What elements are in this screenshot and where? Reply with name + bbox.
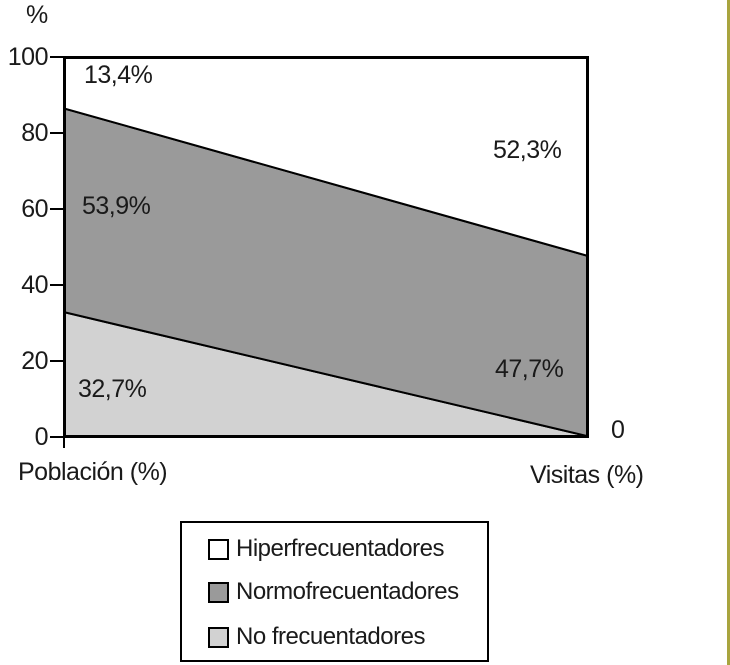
- legend-label-no-frecuentadores: No frecuentadores: [236, 623, 425, 650]
- y-tick-label-0: 0: [34, 423, 49, 451]
- legend-item-hiperfrecuentadores: Hiperfrecuentadores: [208, 536, 444, 562]
- y-axis-unit-label: %: [26, 1, 48, 29]
- value-label-no-frecuentadores-visitas: 0: [611, 416, 625, 444]
- legend-swatch-no-frecuentadores-icon: [208, 626, 229, 648]
- legend-label-hiperfrecuentadores: Hiperfrecuentadores: [236, 535, 444, 562]
- y-tick-mark: [50, 436, 64, 438]
- value-label-no-frecuentadores-poblacion: 32,7%: [78, 375, 147, 403]
- y-tick-mark: [50, 208, 64, 210]
- y-tick-mark: [50, 132, 64, 134]
- x-axis-label-poblacion: Población (%): [18, 458, 168, 486]
- area-plot: [65, 58, 587, 436]
- y-tick-label-40: 40: [21, 271, 48, 299]
- plot-area: [63, 56, 589, 438]
- legend-item-normofrecuentadores: Normofrecuentadores: [208, 579, 459, 605]
- y-tick-label-80: 80: [21, 119, 48, 147]
- legend-swatch-hiperfrecuentadores-icon: [208, 538, 229, 560]
- value-label-hiperfrecuentadores-visitas: 52,3%: [493, 136, 562, 164]
- y-tick-label-100: 100: [7, 43, 49, 71]
- page-accent-border: [727, 0, 730, 665]
- y-tick-mark: [50, 360, 64, 362]
- legend-label-normofrecuentadores: Normofrecuentadores: [236, 578, 459, 605]
- y-tick-mark: [50, 284, 64, 286]
- legend: Hiperfrecuentadores Normofrecuentadores …: [180, 521, 489, 662]
- value-label-hiperfrecuentadores-poblacion: 13,4%: [84, 61, 153, 89]
- x-axis-label-visitas: Visitas (%): [530, 461, 644, 489]
- y-tick-label-20: 20: [21, 347, 48, 375]
- y-tick-label-60: 60: [21, 195, 48, 223]
- y-axis-tail: [63, 438, 65, 448]
- value-label-normofrecuentadores-visitas: 47,7%: [495, 355, 564, 383]
- value-label-normofrecuentadores-poblacion: 53,9%: [82, 192, 151, 220]
- y-tick-mark: [50, 56, 64, 58]
- legend-swatch-normofrecuentadores-icon: [208, 581, 229, 603]
- legend-item-no-frecuentadores: No frecuentadores: [208, 624, 425, 650]
